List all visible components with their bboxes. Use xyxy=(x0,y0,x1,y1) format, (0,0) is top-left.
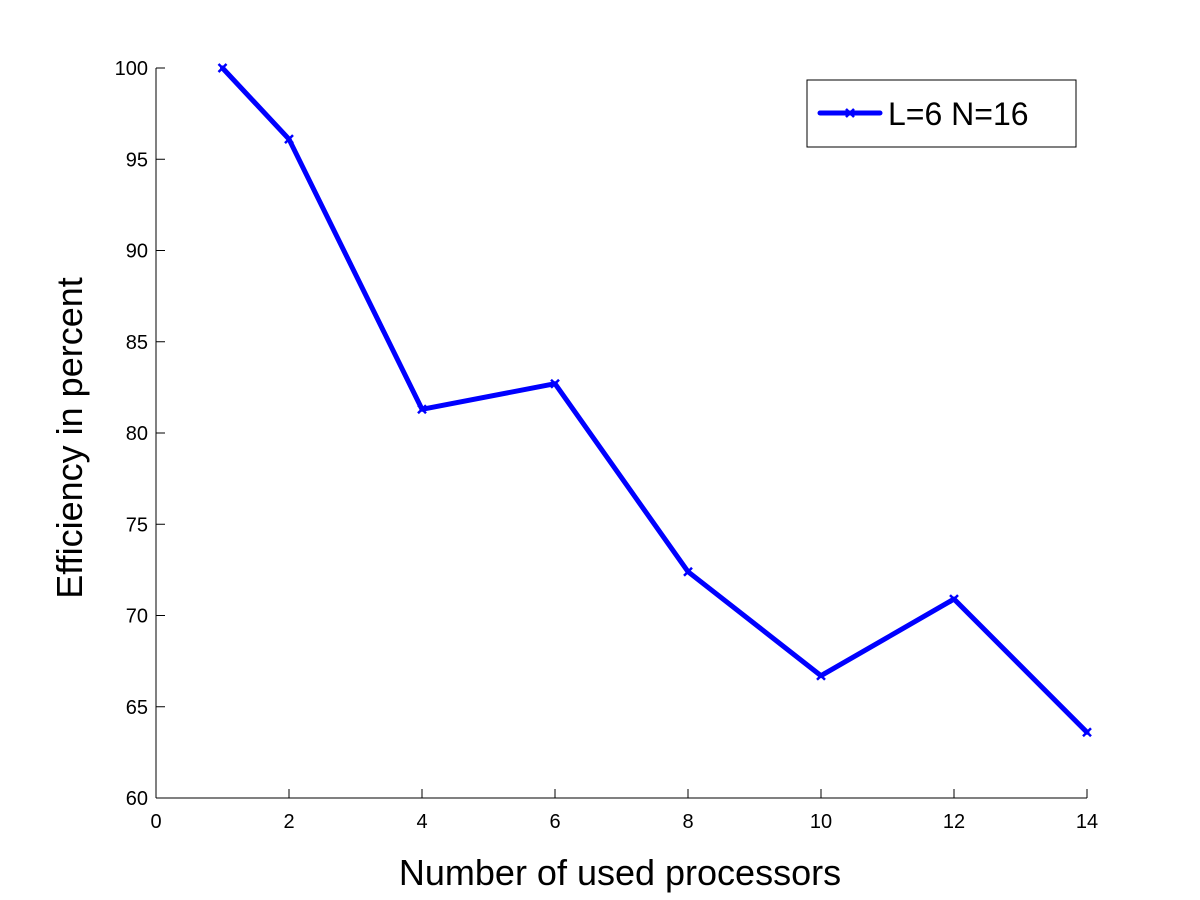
x-axis-title: Number of used processors xyxy=(399,852,841,893)
marker-stroke xyxy=(816,670,826,681)
data-point-marker xyxy=(417,404,427,415)
x-tick-label: 10 xyxy=(810,811,832,833)
marker-stroke xyxy=(284,134,294,145)
marker-stroke xyxy=(845,108,855,118)
x-tick-label: 12 xyxy=(943,811,965,833)
ticks: 0 2 4 6 8 10 12 14 60 65 70 75 80 85 90 95 100 xyxy=(115,58,1099,833)
legend-marker-icon xyxy=(845,108,855,118)
data-point-marker xyxy=(217,63,228,73)
data-point-marker xyxy=(683,566,693,577)
legend-x-marker xyxy=(845,108,855,118)
data-point-marker xyxy=(1082,727,1092,738)
axes xyxy=(155,68,1087,799)
x-tick-label: 4 xyxy=(416,811,427,833)
x-tick-label: 8 xyxy=(682,811,693,833)
y-axis-title: Efficiency in percent xyxy=(49,277,90,599)
y-tick-label: 95 xyxy=(126,149,148,171)
data-point-marker xyxy=(949,594,959,604)
marker-stroke xyxy=(1082,727,1092,738)
y-tick-label: 100 xyxy=(115,58,148,80)
x-tick-label: 14 xyxy=(1076,811,1098,833)
marker-stroke xyxy=(217,63,228,73)
y-tick-label: 60 xyxy=(126,788,148,810)
marker-stroke xyxy=(683,566,693,577)
y-tick-label: 80 xyxy=(126,423,148,445)
legend: L=6 N=16 xyxy=(806,79,1077,148)
x-tick-label: 6 xyxy=(549,811,560,833)
marker-stroke xyxy=(949,594,959,604)
data-series xyxy=(217,63,1092,738)
marker-stroke xyxy=(550,378,560,389)
x-tick-label: 0 xyxy=(150,811,161,833)
series-line xyxy=(220,65,1090,735)
marker-stroke xyxy=(417,404,427,415)
y-tick-label: 70 xyxy=(126,606,148,628)
data-point-marker xyxy=(550,378,560,389)
y-tick-label: 90 xyxy=(126,241,148,263)
y-tick-label: 75 xyxy=(126,514,148,536)
x-tick-label: 2 xyxy=(283,811,294,833)
data-point-marker xyxy=(284,134,294,145)
y-tick-label: 85 xyxy=(126,332,148,354)
data-point-marker xyxy=(816,670,826,681)
legend-label: L=6 N=16 xyxy=(888,96,1029,132)
y-tick-label: 65 xyxy=(126,697,148,719)
